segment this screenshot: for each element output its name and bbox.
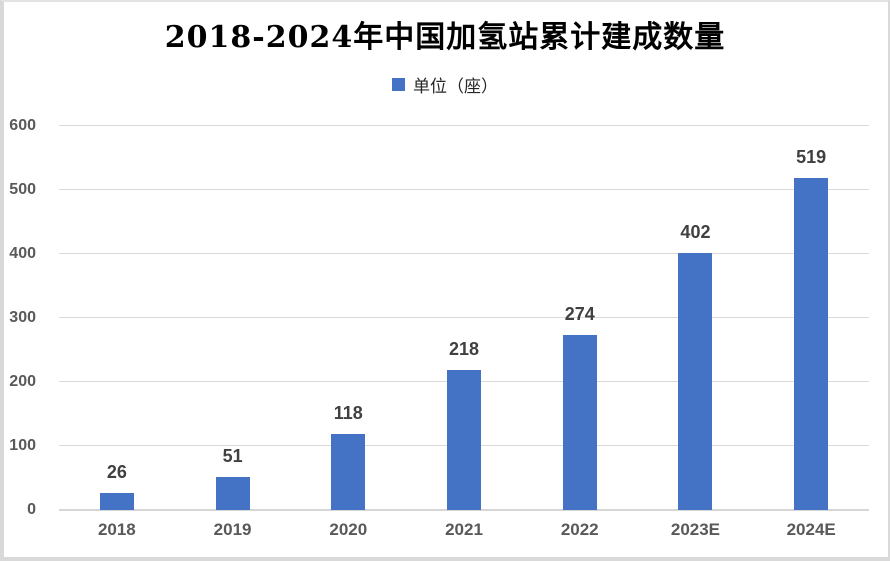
bar-slot: 519 xyxy=(753,126,869,510)
gridline xyxy=(59,253,869,254)
x-tick-label: 2019 xyxy=(213,520,252,539)
bar-slot: 51 xyxy=(175,126,291,510)
bar-slot: 26 xyxy=(59,126,175,510)
bar-2024E xyxy=(794,177,829,510)
y-axis: 0 100 200 300 400 500 600 xyxy=(0,0,48,561)
bar-series: 26 51 118 218 274 402 519 xyxy=(59,126,869,510)
y-tick-label: 400 xyxy=(9,245,36,262)
y-tick-label: 0 xyxy=(27,501,36,518)
bar-value-label: 519 xyxy=(796,146,827,167)
y-tick-label: 600 xyxy=(9,117,36,134)
bar-slot: 402 xyxy=(638,126,754,510)
chart-title: 2018-2024年中国加氢站累计建成数量 xyxy=(164,20,726,55)
legend-swatch-icon xyxy=(392,78,405,91)
bar-value-label: 218 xyxy=(448,339,480,360)
bar-2019 xyxy=(215,477,250,510)
x-tick-label: 2022 xyxy=(560,520,599,539)
x-tick-label: 2021 xyxy=(445,520,483,539)
bar-2023E xyxy=(678,252,713,510)
bar-2020 xyxy=(331,434,366,510)
x-tick-label: 2024E xyxy=(786,520,836,539)
y-tick-label: 500 xyxy=(9,181,36,198)
bar-value-label: 402 xyxy=(680,221,711,242)
bar-value-label: 51 xyxy=(222,446,243,467)
y-tick-label: 200 xyxy=(9,373,36,390)
bar-value-label: 118 xyxy=(333,403,363,424)
bar-slot: 274 xyxy=(522,126,638,510)
legend-label: 单位（座） xyxy=(413,77,498,97)
y-tick-label: 100 xyxy=(9,437,36,454)
bar-2022 xyxy=(562,334,597,510)
y-tick-label: 300 xyxy=(9,309,36,326)
gridline xyxy=(59,125,869,126)
bar-2018 xyxy=(99,493,134,510)
x-axis: 2018 2019 2020 2021 2022 2023E 2024E xyxy=(59,520,869,540)
bar-slot: 118 xyxy=(290,126,406,510)
legend: 单位（座） xyxy=(0,72,890,97)
x-axis-line xyxy=(59,509,869,511)
x-tick-label: 2023E xyxy=(670,520,721,539)
bar-value-label: 26 xyxy=(106,462,127,483)
x-tick-label: 2018 xyxy=(97,520,136,539)
x-tick-label: 2020 xyxy=(329,520,368,539)
bar-value-label: 274 xyxy=(564,303,595,324)
gridline xyxy=(59,189,869,190)
bar-2021 xyxy=(447,370,482,510)
bar-slot: 218 xyxy=(406,126,522,510)
gridline xyxy=(59,317,869,318)
